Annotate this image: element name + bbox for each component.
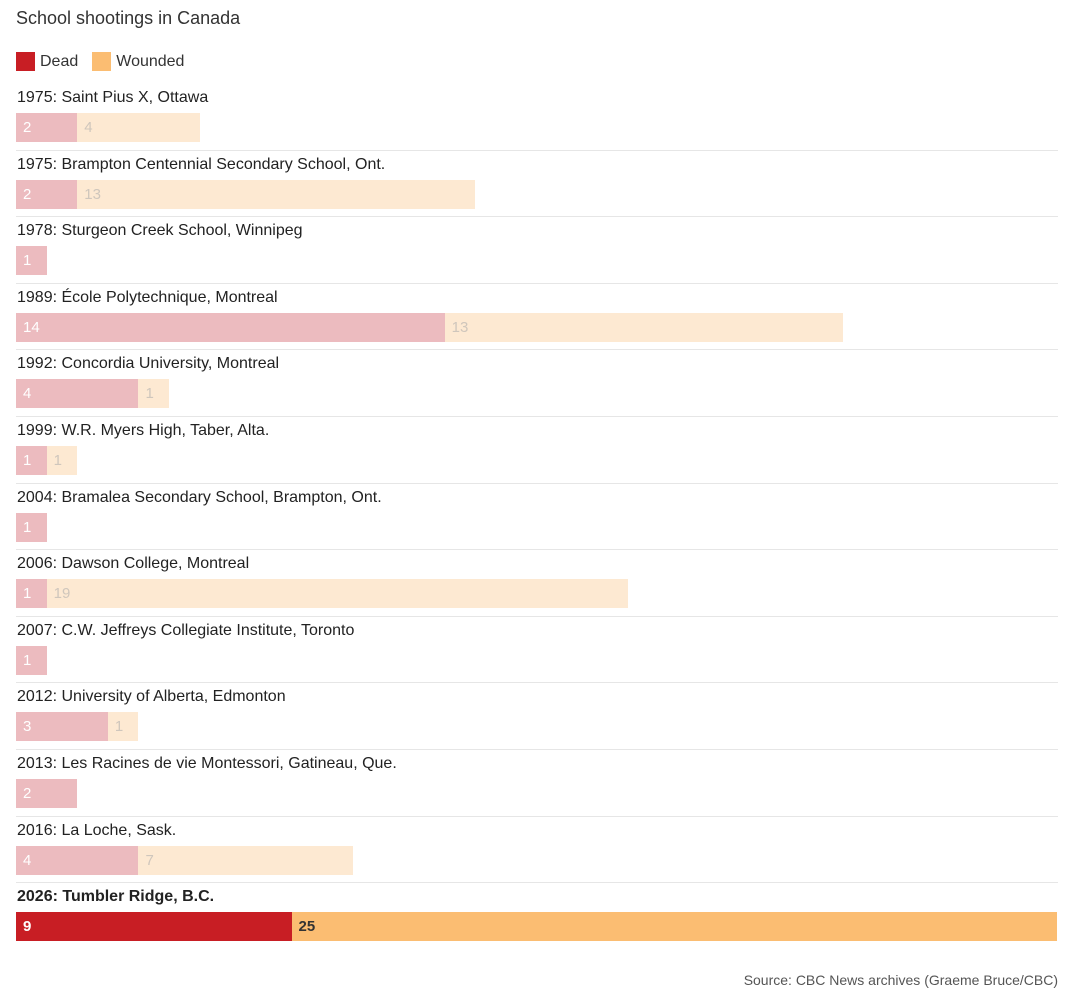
chart-row: 1975: Brampton Centennial Secondary Scho…	[16, 151, 1058, 218]
chart-row: 2004: Bramalea Secondary School, Brampto…	[16, 484, 1058, 551]
bar-wounded: 7	[138, 845, 353, 875]
legend-label-dead: Dead	[40, 52, 79, 70]
category-label: 2026: Tumbler Ridge, B.C.	[17, 888, 215, 906]
bar-dead: 2	[16, 179, 78, 209]
category-label: 2004: Bramalea Secondary School, Brampto…	[17, 488, 382, 506]
bar-dead: 1	[16, 445, 47, 475]
bar-dead: 3	[16, 712, 108, 742]
category-label: 1999: W.R. Myers High, Taber, Alta.	[17, 421, 270, 439]
bar-wounded: 13	[444, 312, 843, 342]
chart-row: 2006: Dawson College, Montreal 1 19	[16, 550, 1058, 617]
bar-wounded: 4	[77, 113, 200, 142]
chart-title: School shootings in Canada	[16, 8, 241, 28]
category-label: 1978: Sturgeon Creek School, Winnipeg	[17, 222, 303, 240]
bar-wounded: 13	[77, 179, 476, 209]
legend-swatch-dead	[16, 52, 35, 71]
bar-dead: 14	[16, 312, 445, 342]
legend-item-wounded: Wounded	[92, 52, 184, 71]
bar-chart: 1975: Saint Pius X, Ottawa 2 4 1975: Brampt…	[16, 84, 1058, 950]
bar-dead: 2	[16, 113, 78, 142]
category-label: 1992: Concordia University, Montreal	[17, 355, 280, 373]
bar-wounded: 1	[46, 445, 78, 475]
legend-label-wounded: Wounded	[116, 52, 185, 70]
bar-wounded: 25	[291, 912, 1057, 942]
bar-dead: 9	[16, 912, 292, 942]
chart-row: 2007: C.W. Jeffreys Collegiate Institute…	[16, 617, 1058, 684]
bar-dead: 1	[16, 579, 47, 609]
chart-row: 1978: Sturgeon Creek School, Winnipeg 1	[16, 217, 1058, 284]
chart-row: 1989: École Polytechnique, Montreal 14 13	[16, 284, 1058, 351]
legend-swatch-wounded	[92, 52, 112, 71]
chart-row: 1999: W.R. Myers High, Taber, Alta. 1 1	[16, 417, 1058, 484]
bar-dead: 4	[16, 379, 139, 409]
bar-wounded: 1	[107, 712, 139, 742]
chart-row: 2026: Tumbler Ridge, B.C. 9 25	[16, 883, 1058, 950]
bar-dead: 1	[16, 645, 47, 675]
legend-item-dead: Dead	[16, 52, 78, 71]
category-label: 2016: La Loche, Sask.	[17, 821, 177, 839]
category-label: 1989: École Polytechnique, Montreal	[17, 288, 278, 306]
category-label: 2006: Dawson College, Montreal	[17, 555, 250, 573]
bar-dead: 1	[16, 246, 47, 276]
chart-row: 2013: Les Racines de vie Montessori, Gat…	[16, 750, 1058, 817]
bar-wounded: 1	[138, 379, 170, 409]
chart-row: 1975: Saint Pius X, Ottawa 2 4	[16, 84, 1058, 151]
category-label: 1975: Saint Pius X, Ottawa	[17, 89, 209, 106]
bar-dead: 4	[16, 845, 139, 875]
bar-dead: 2	[16, 778, 78, 808]
category-label: 2013: Les Racines de vie Montessori, Gat…	[17, 754, 397, 772]
bar-dead: 1	[16, 512, 47, 542]
chart-row: 2012: University of Alberta, Edmonton 3 1	[16, 683, 1058, 750]
bar-wounded: 19	[46, 579, 629, 609]
category-label: 2012: University of Alberta, Edmonton	[17, 688, 286, 706]
source-note: Source: CBC News archives (Graeme Bruce/…	[743, 972, 1058, 988]
legend: Dead Wounded	[16, 52, 198, 71]
chart-row: 1992: Concordia University, Montreal 4 1	[16, 350, 1058, 417]
category-label: 1975: Brampton Centennial Secondary Scho…	[17, 155, 386, 173]
chart-row: 2016: La Loche, Sask. 4 7	[16, 817, 1058, 884]
category-label: 2007: C.W. Jeffreys Collegiate Institute…	[17, 621, 355, 639]
